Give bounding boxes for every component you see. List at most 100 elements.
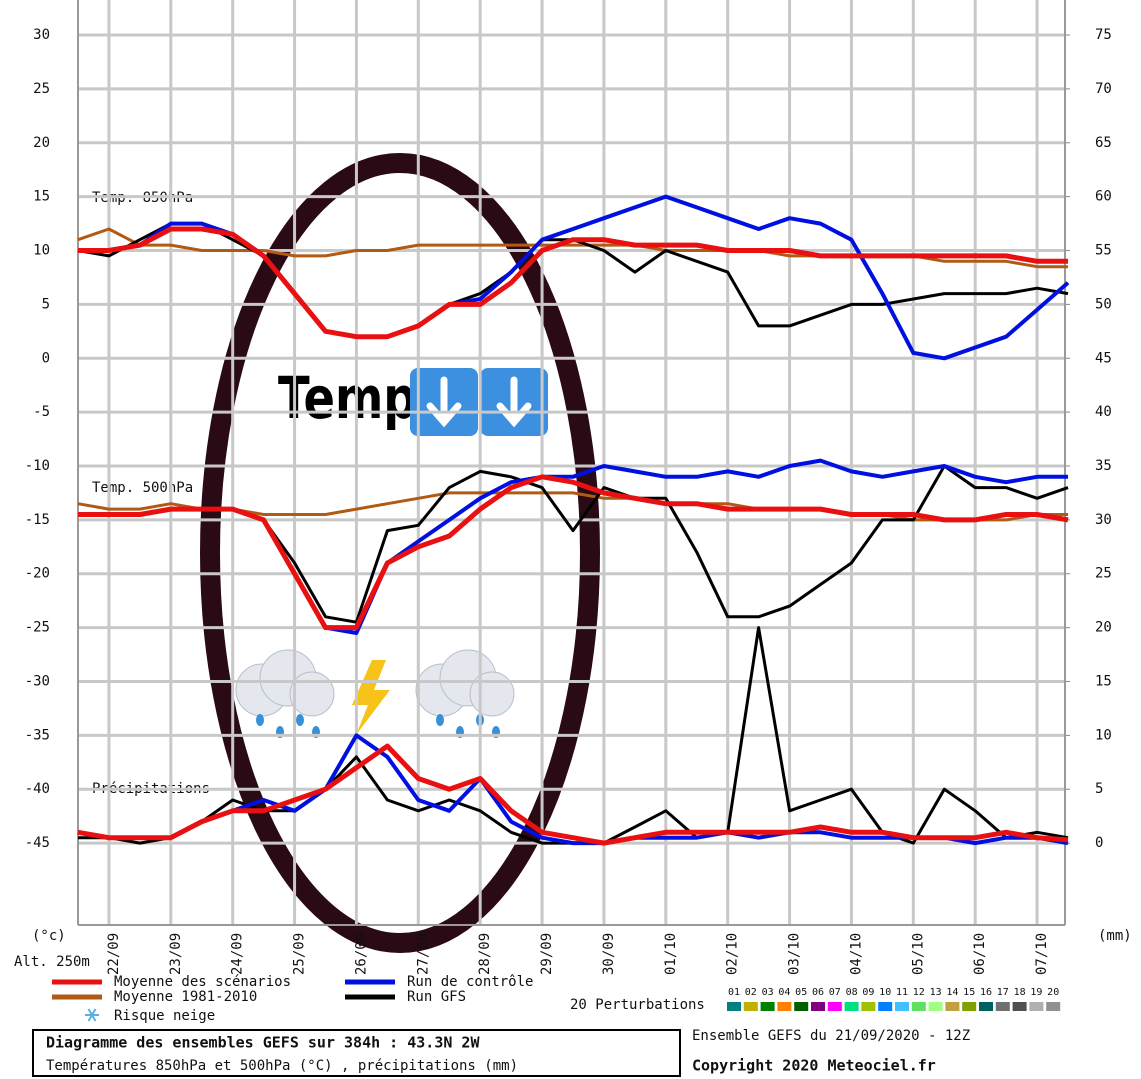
y-tick-label: -5 (33, 404, 50, 420)
perturbation-label: 17 (997, 987, 1009, 998)
y-tick-label: -35 (25, 727, 50, 743)
rain-drop (296, 714, 304, 726)
legend-label: Run GFS (407, 989, 466, 1005)
perturbation-swatch (1012, 1002, 1027, 1011)
y2-tick-label: 0 (1095, 835, 1103, 851)
y2-tick-label: 45 (1095, 350, 1112, 366)
rain-cloud (235, 649, 335, 738)
annotation: Temp (278, 365, 417, 432)
y2-tick-label: 20 (1095, 620, 1112, 636)
footer-box (32, 1029, 681, 1077)
y2-tick-label: 35 (1095, 458, 1112, 474)
rain-cloud (415, 649, 515, 738)
legend-label: Risque neige (114, 1008, 215, 1024)
y-tick-label: 25 (33, 81, 50, 97)
y-tick-label: -25 (25, 620, 50, 636)
footer-title: Diagramme des ensembles GEFS sur 384h : … (46, 1034, 480, 1052)
snow-ray (87, 1008, 97, 1022)
y-tick-label: -30 (25, 673, 50, 689)
y-unit: (°c) (32, 928, 66, 944)
y-tick-label: -40 (25, 781, 50, 797)
perturbation-swatch (794, 1002, 809, 1011)
x-tick-label: 03/10 (787, 933, 803, 975)
perturbation-swatch (945, 1002, 960, 1011)
perturbations-title: 20 Perturbations (570, 997, 705, 1013)
footer-subtitle: Températures 850hPa et 500hPa (°C) , pré… (46, 1058, 518, 1074)
legend-label: Run de contrôle (407, 974, 533, 990)
perturbation-swatch (962, 1002, 977, 1011)
perturbation-label: 05 (795, 987, 807, 998)
perturbation-label: 10 (879, 987, 891, 998)
perturbation-swatch (861, 1002, 876, 1011)
y-tick-label: -20 (25, 566, 50, 582)
x-tick-label: 01/10 (663, 933, 679, 975)
perturbation-swatch (777, 1002, 792, 1011)
perturbation-label: 11 (896, 987, 908, 998)
footer-run: Ensemble GEFS du 21/09/2020 - 12Z (692, 1028, 970, 1044)
cloud-part (289, 671, 335, 717)
perturbation-label: 19 (1030, 987, 1042, 998)
y-tick-label: -45 (25, 835, 50, 851)
perturbation-label: 08 (846, 987, 858, 998)
perturbation-swatch (811, 1002, 825, 1011)
y-tick-label: 10 (33, 243, 50, 259)
perturbation-swatch (928, 1002, 943, 1011)
x-tick-label: 06/10 (972, 933, 988, 975)
series-line (78, 458, 1068, 635)
y2-tick-label: 30 (1095, 512, 1112, 528)
perturbation-swatch (895, 1002, 909, 1011)
x-tick-label: 28/09 (477, 933, 493, 975)
perturbation-label: 02 (745, 987, 757, 998)
perturbation-swatch (827, 1002, 842, 1011)
rain-drop (436, 714, 444, 726)
perturbation-swatch (760, 1002, 775, 1011)
altitude: Alt. 250m (14, 954, 90, 970)
perturbation-swatch (979, 1002, 993, 1011)
perturbation-swatch (995, 1002, 1010, 1011)
x-tick-label: 04/10 (848, 933, 864, 975)
y2-tick-label: 5 (1095, 781, 1103, 797)
x-tick-label: 07/10 (1034, 933, 1050, 975)
y2-tick-label: 65 (1095, 135, 1112, 151)
perturbation-label: 16 (980, 987, 992, 998)
y2-tick-label: 40 (1095, 404, 1112, 420)
perturbation-label: 01 (728, 987, 740, 998)
y2-tick-label: 70 (1095, 81, 1112, 97)
series-line (78, 226, 1068, 340)
y2-unit: (mm) (1098, 928, 1132, 944)
series-line (78, 474, 1069, 631)
y2-tick-label: 50 (1095, 296, 1112, 312)
y2-tick-label: 15 (1095, 673, 1112, 689)
x-tick-label: 24/09 (230, 933, 246, 975)
perturbation-swatch (1029, 1002, 1044, 1011)
y-tick-label: 20 (33, 135, 50, 151)
x-tick-label: 26/09 (353, 933, 369, 975)
x-tick-label: 27/09 (415, 933, 431, 975)
x-tick-label: 25/09 (292, 933, 308, 975)
x-tick-label: 30/09 (601, 933, 617, 975)
y-tick-label: 30 (33, 27, 50, 43)
y2-tick-label: 75 (1095, 27, 1112, 43)
x-tick-label: 29/09 (539, 933, 555, 975)
highlight-ellipse (200, 153, 600, 953)
perturbation-label: 04 (778, 987, 790, 998)
label-500: Temp. 500hPa (92, 480, 193, 496)
perturbation-swatch (727, 1002, 741, 1011)
perturbation-swatch (743, 1002, 758, 1011)
perturbation-label: 15 (963, 987, 975, 998)
y-tick-label: -10 (25, 458, 50, 474)
snow-icon (85, 1008, 99, 1022)
perturbation-label: 14 (946, 987, 958, 998)
perturbation-label: 03 (762, 987, 774, 998)
perturbation-label: 09 (862, 987, 874, 998)
series-line (77, 743, 1069, 846)
perturbation-label: 06 (812, 987, 824, 998)
y-tick-label: 0 (42, 350, 50, 366)
y2-tick-label: 10 (1095, 727, 1112, 743)
cloud-part (469, 671, 515, 717)
y2-tick-label: 25 (1095, 566, 1112, 582)
x-tick-label: 23/09 (168, 933, 184, 975)
x-tick-label: 02/10 (725, 933, 741, 975)
x-tick-label: 05/10 (910, 933, 926, 975)
